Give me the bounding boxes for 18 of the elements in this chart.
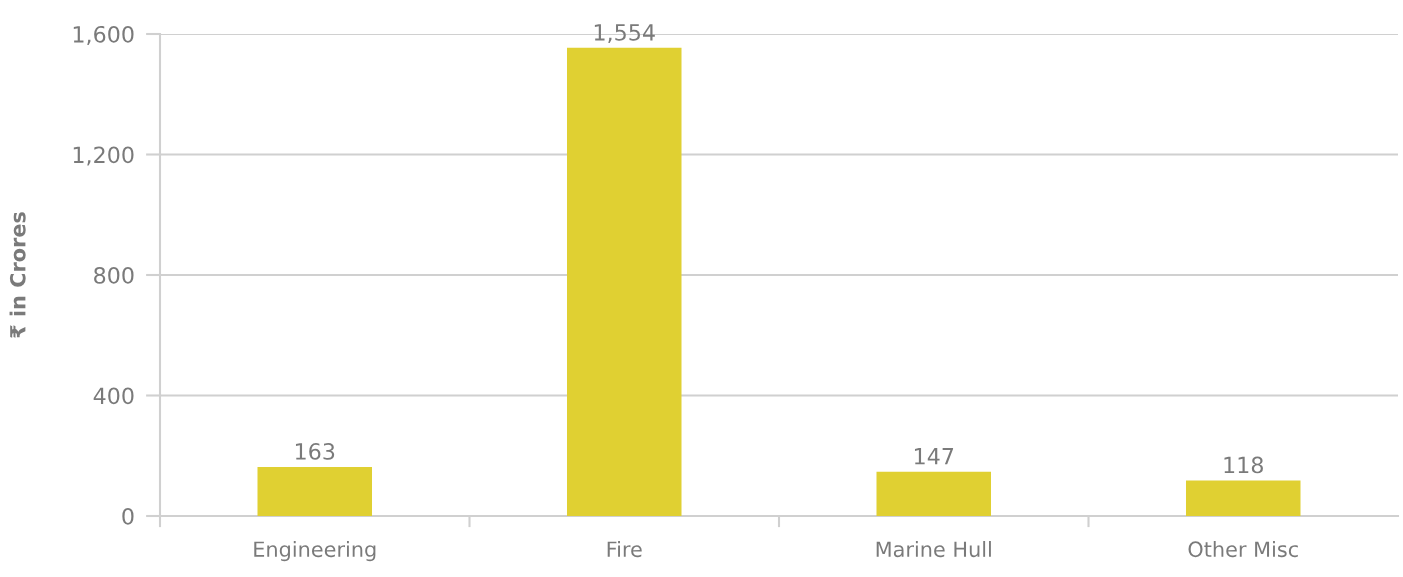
x-tick-label: Engineering — [254, 541, 376, 562]
data-label: 163 — [295, 443, 335, 460]
bar — [257, 466, 373, 516]
y-tick-label: 1,600 — [73, 25, 134, 46]
x-tick-label: Marine Hull — [876, 541, 991, 558]
y-tick-label: 0 — [122, 507, 134, 525]
x-tick-label: Other Misc — [1188, 541, 1298, 558]
x-tick-label: Fire — [607, 541, 642, 558]
y-axis-title: ₹ in Crores — [9, 212, 26, 338]
data-label: 118 — [1224, 456, 1263, 474]
bar — [1185, 480, 1301, 516]
y-tick-label: 400 — [93, 387, 134, 405]
y-tick-label: 1,200 — [73, 146, 134, 166]
data-label: 147 — [914, 448, 954, 465]
data-label: 1,554 — [594, 24, 655, 44]
bar — [566, 47, 682, 516]
y-tick-label: 800 — [94, 266, 134, 284]
bar — [876, 471, 992, 516]
